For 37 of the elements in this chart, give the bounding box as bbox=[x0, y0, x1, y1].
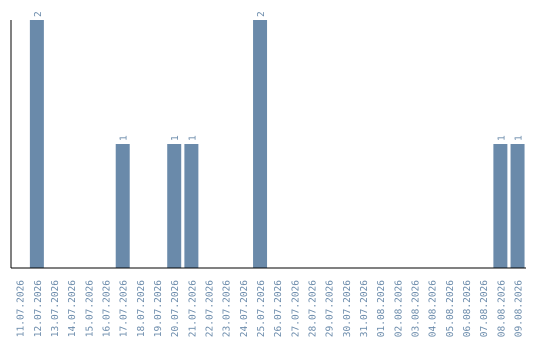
data-label: 2 bbox=[32, 11, 44, 17]
x-tick-label: 05.08.2026 bbox=[444, 280, 456, 338]
data-label: 1 bbox=[118, 135, 130, 141]
x-tick-label: 20.07.2026 bbox=[170, 280, 182, 338]
x-tick-label: 26.07.2026 bbox=[273, 280, 284, 338]
x-tick-label: 09.08.2026 bbox=[513, 280, 524, 338]
x-tick-label: 19.07.2026 bbox=[152, 280, 164, 338]
data-label: 1 bbox=[187, 135, 198, 141]
x-tick-label: 07.08.2026 bbox=[479, 280, 490, 338]
x-tick-label: 01.08.2026 bbox=[376, 280, 388, 338]
data-label: 1 bbox=[496, 135, 508, 141]
x-tick-label: 27.07.2026 bbox=[290, 280, 302, 338]
x-tick-label: 18.07.2026 bbox=[136, 280, 147, 338]
x-tick-label: 28.07.2026 bbox=[307, 280, 318, 338]
x-tick-label: 23.07.2026 bbox=[222, 280, 233, 338]
x-tick-label: 12.07.2026 bbox=[32, 280, 44, 338]
x-tick-label: 30.07.2026 bbox=[342, 280, 353, 338]
x-tick-label: 29.07.2026 bbox=[324, 280, 336, 338]
x-tick-label: 31.07.2026 bbox=[358, 280, 370, 338]
x-tick-label: 03.08.2026 bbox=[410, 280, 422, 338]
x-tick-label: 08.08.2026 bbox=[496, 280, 508, 338]
x-tick-label: 14.07.2026 bbox=[67, 280, 78, 338]
x-tick-label: 11.07.2026 bbox=[16, 280, 27, 338]
x-tick-label: 16.07.2026 bbox=[101, 280, 112, 338]
x-tick-label: 13.07.2026 bbox=[50, 280, 61, 338]
data-label: 1 bbox=[514, 135, 525, 141]
x-tick-label: 17.07.2026 bbox=[118, 280, 130, 338]
x-tick-label: 15.07.2026 bbox=[84, 280, 96, 338]
x-tick-label: 24.07.2026 bbox=[238, 280, 250, 338]
x-tick-label: 02.08.2026 bbox=[393, 280, 404, 338]
x-tick-label: 04.08.2026 bbox=[428, 280, 439, 338]
x-tick-label: 21.07.2026 bbox=[187, 280, 198, 338]
x-tick-label: 06.08.2026 bbox=[462, 280, 473, 338]
data-label: 2 bbox=[256, 11, 268, 17]
data-label: 1 bbox=[170, 135, 182, 141]
x-tick-label: 25.07.2026 bbox=[256, 280, 267, 338]
x-tick-label: 22.07.2026 bbox=[204, 280, 216, 338]
